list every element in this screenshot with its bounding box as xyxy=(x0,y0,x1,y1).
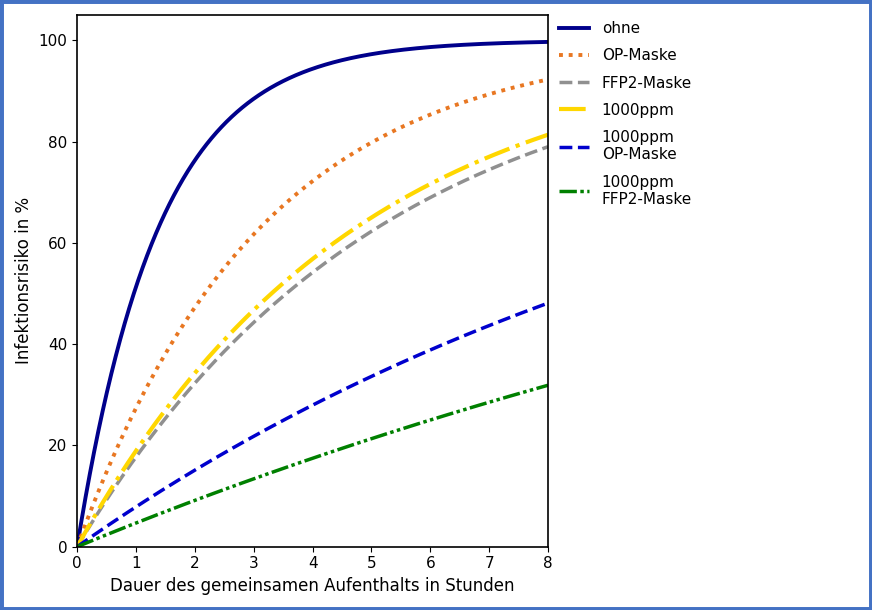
OP-Maske xyxy=(443,104,453,112)
1000ppm
OP-Maske xyxy=(96,526,106,534)
1000ppm
FFP2-Maske xyxy=(289,461,299,468)
OP-Maske xyxy=(529,79,540,86)
ohne xyxy=(289,73,299,80)
FFP2-Maske xyxy=(72,543,82,550)
Line: OP-Maske: OP-Maske xyxy=(77,79,548,547)
Line: 1000ppm: 1000ppm xyxy=(77,135,548,547)
ohne xyxy=(443,42,453,49)
ohne xyxy=(96,414,106,422)
OP-Maske xyxy=(72,543,82,550)
ohne xyxy=(72,543,82,550)
FFP2-Maske xyxy=(529,148,540,156)
FFP2-Maske xyxy=(96,504,106,512)
OP-Maske xyxy=(529,79,540,86)
OP-Maske xyxy=(301,182,311,190)
1000ppm
OP-Maske xyxy=(542,300,553,307)
Line: 1000ppm
FFP2-Maske: 1000ppm FFP2-Maske xyxy=(77,386,548,547)
FFP2-Maske xyxy=(301,274,311,281)
ohne xyxy=(529,38,540,46)
FFP2-Maske xyxy=(542,143,553,151)
Line: ohne: ohne xyxy=(77,42,548,547)
Line: 1000ppm
OP-Maske: 1000ppm OP-Maske xyxy=(77,303,548,547)
1000ppm xyxy=(72,543,82,550)
Y-axis label: Infektionsrisiko in %: Infektionsrisiko in % xyxy=(15,197,33,364)
1000ppm
FFP2-Maske xyxy=(96,533,106,540)
1000ppm
OP-Maske xyxy=(529,304,540,312)
OP-Maske xyxy=(96,481,106,489)
1000ppm
OP-Maske xyxy=(72,543,82,550)
FFP2-Maske xyxy=(289,284,299,291)
Legend: ohne, OP-Maske, FFP2-Maske, 1000ppm, 1000ppm
OP-Maske, 1000ppm
FFP2-Maske: ohne, OP-Maske, FFP2-Maske, 1000ppm, 100… xyxy=(553,15,698,213)
1000ppm
OP-Maske xyxy=(301,405,311,412)
1000ppm
FFP2-Maske xyxy=(529,386,540,393)
1000ppm
FFP2-Maske xyxy=(443,411,453,418)
1000ppm
FFP2-Maske xyxy=(542,382,553,389)
1000ppm xyxy=(529,136,540,143)
FFP2-Maske xyxy=(443,185,453,192)
1000ppm xyxy=(542,131,553,138)
ohne xyxy=(301,68,311,75)
ohne xyxy=(529,38,540,46)
1000ppm xyxy=(443,171,453,179)
1000ppm xyxy=(96,501,106,509)
X-axis label: Dauer des gemeinsamen Aufenthalts in Stunden: Dauer des gemeinsamen Aufenthalts in Stu… xyxy=(111,577,514,595)
Line: FFP2-Maske: FFP2-Maske xyxy=(77,147,548,547)
ohne xyxy=(542,38,553,46)
FFP2-Maske xyxy=(529,148,540,156)
1000ppm
OP-Maske xyxy=(443,339,453,346)
1000ppm
FFP2-Maske xyxy=(529,386,540,393)
1000ppm
OP-Maske xyxy=(289,411,299,418)
OP-Maske xyxy=(289,193,299,200)
1000ppm
FFP2-Maske xyxy=(301,457,311,464)
1000ppm xyxy=(529,136,540,143)
1000ppm
FFP2-Maske xyxy=(72,543,82,550)
1000ppm xyxy=(289,271,299,278)
1000ppm
OP-Maske xyxy=(529,304,540,312)
1000ppm xyxy=(301,260,311,268)
OP-Maske xyxy=(542,76,553,83)
